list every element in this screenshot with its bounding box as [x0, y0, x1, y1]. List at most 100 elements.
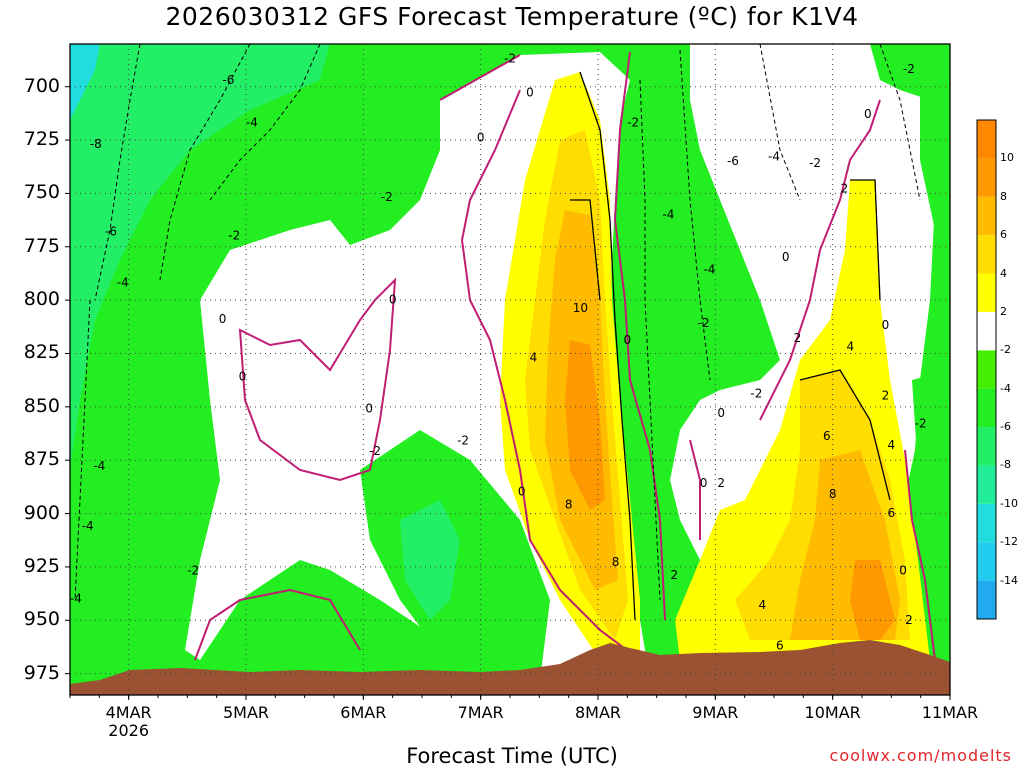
- contour-label: 8: [829, 487, 837, 501]
- field-layer-cold-pocket-inner: [400, 500, 460, 620]
- colorbar-swatch: [977, 273, 996, 312]
- y-tick-label: 950: [23, 608, 60, 631]
- x-tick-label: 10MAR: [804, 703, 861, 722]
- field-layer-hottest-west: [565, 340, 605, 510]
- contour-label: 0: [717, 406, 725, 420]
- contour-label: 2: [794, 331, 802, 345]
- contour-label: -2: [228, 229, 240, 243]
- contour-label: -2: [915, 416, 927, 430]
- contour-label: -6: [222, 73, 234, 87]
- contour-label: -2: [627, 115, 639, 129]
- grid: [70, 44, 950, 695]
- field-layer-coldest: [70, 44, 100, 120]
- x-tick-label: 5MAR: [222, 703, 270, 722]
- contour-label: -2: [187, 564, 199, 578]
- colorbar-label: -10: [1000, 496, 1018, 510]
- contour-label: -4: [768, 150, 780, 164]
- x-tick-label: 8MAR: [574, 703, 622, 722]
- contour-label: 0: [239, 369, 247, 383]
- colorbar-swatch: [977, 120, 996, 159]
- y-tick-label: 975: [23, 661, 60, 684]
- contour-label: 2: [717, 476, 725, 490]
- contour-label: -2: [809, 156, 821, 170]
- field-layer-cold-east-lower: [912, 370, 950, 620]
- y-tick-label: 750: [23, 181, 60, 204]
- contour-label: 0: [782, 250, 790, 264]
- contour-label: 0: [518, 485, 526, 499]
- contour-solid-warm: [570, 71, 891, 621]
- colorbar-label: -2: [1000, 343, 1011, 357]
- contour-label: -2: [381, 190, 393, 204]
- contour-label: 8: [565, 498, 573, 512]
- colorbar: [976, 119, 997, 620]
- contour-label: -8: [90, 137, 102, 151]
- contour-label: -4: [703, 263, 715, 277]
- colorbar-swatch: [977, 350, 996, 389]
- contour-label: -4: [246, 115, 258, 129]
- y-tick-label: 700: [23, 74, 60, 97]
- colorbar-label: -4: [1000, 381, 1011, 395]
- contour-label: 4: [758, 598, 766, 612]
- colorbar-swatch: [977, 158, 996, 197]
- colorbar-label: 6: [1000, 228, 1007, 242]
- contour-label: 10: [573, 301, 588, 315]
- source-credit: coolwx.com/modelts: [829, 746, 1012, 765]
- y-tick-label: 800: [23, 288, 60, 311]
- contour-label: -2: [698, 316, 710, 330]
- contour-label: 0: [477, 130, 485, 144]
- colorbar-label: 2: [1000, 304, 1007, 318]
- colorbar-label: -14: [1000, 573, 1018, 587]
- field-layer-very-cold: [70, 44, 330, 470]
- colorbar-label: 10: [1000, 151, 1014, 165]
- contour-label: -4: [117, 276, 129, 290]
- contour-label: -2: [369, 444, 381, 458]
- contour-label: -4: [662, 207, 674, 221]
- contour-label: -4: [93, 459, 105, 473]
- field-layer-hottest-east: [850, 560, 895, 640]
- y-tick-label: 775: [23, 234, 60, 257]
- contour-label: -2: [903, 62, 915, 76]
- contour-label: 0: [864, 107, 872, 121]
- field-layer-cold-east: [920, 80, 950, 230]
- contour-zero-mid: [238, 277, 397, 482]
- x-axis-title: Forecast Time (UTC): [406, 744, 618, 768]
- y-tick-label: 900: [23, 501, 60, 524]
- terrain: [70, 640, 950, 695]
- contour-label: 0: [526, 86, 534, 100]
- x-tick-label: 6MAR: [340, 703, 387, 722]
- contour-label: -2: [750, 387, 762, 401]
- contour-label: 8: [612, 555, 620, 569]
- contour-label: 6: [776, 638, 784, 652]
- contour-zero-lower: [194, 588, 361, 661]
- y-tick-label: 825: [23, 341, 60, 364]
- x-tick-label: 11MAR: [921, 703, 979, 722]
- contour-label: 4: [846, 340, 854, 354]
- contour-label: 4: [888, 438, 896, 452]
- x-tick-label: 4MAR: [105, 703, 152, 722]
- contour-label: -2: [504, 51, 516, 65]
- contour-label: 4: [530, 350, 538, 364]
- contour-dashed-west: [74, 44, 321, 601]
- y-tick-label: 725: [23, 128, 60, 151]
- colorbar-swatch: [977, 580, 996, 619]
- colorbar-label: 4: [1000, 266, 1007, 280]
- contour-label: -2: [457, 434, 469, 448]
- contour-label: 0: [624, 333, 632, 347]
- contour-label: 6: [888, 506, 896, 520]
- colorbar-swatch: [977, 311, 996, 351]
- contour-label: 0: [219, 312, 227, 326]
- colorbar-swatch: [977, 235, 996, 274]
- x-tick-label: 7MAR: [457, 703, 504, 722]
- colorbar-frame: [976, 119, 997, 620]
- colorbar-swatch: [977, 503, 996, 543]
- colorbar-swatch: [977, 427, 996, 466]
- contour-label: 0: [389, 293, 397, 307]
- x-tick-sublabel: 2026: [108, 721, 150, 740]
- x-tick-label: 9MAR: [692, 703, 739, 722]
- y-tick-label: 850: [23, 394, 60, 417]
- contour-label: 0: [899, 564, 907, 578]
- colorbar-label: -6: [1000, 420, 1011, 434]
- colorbar-swatch: [977, 388, 996, 428]
- axis-ticks: [65, 86, 951, 700]
